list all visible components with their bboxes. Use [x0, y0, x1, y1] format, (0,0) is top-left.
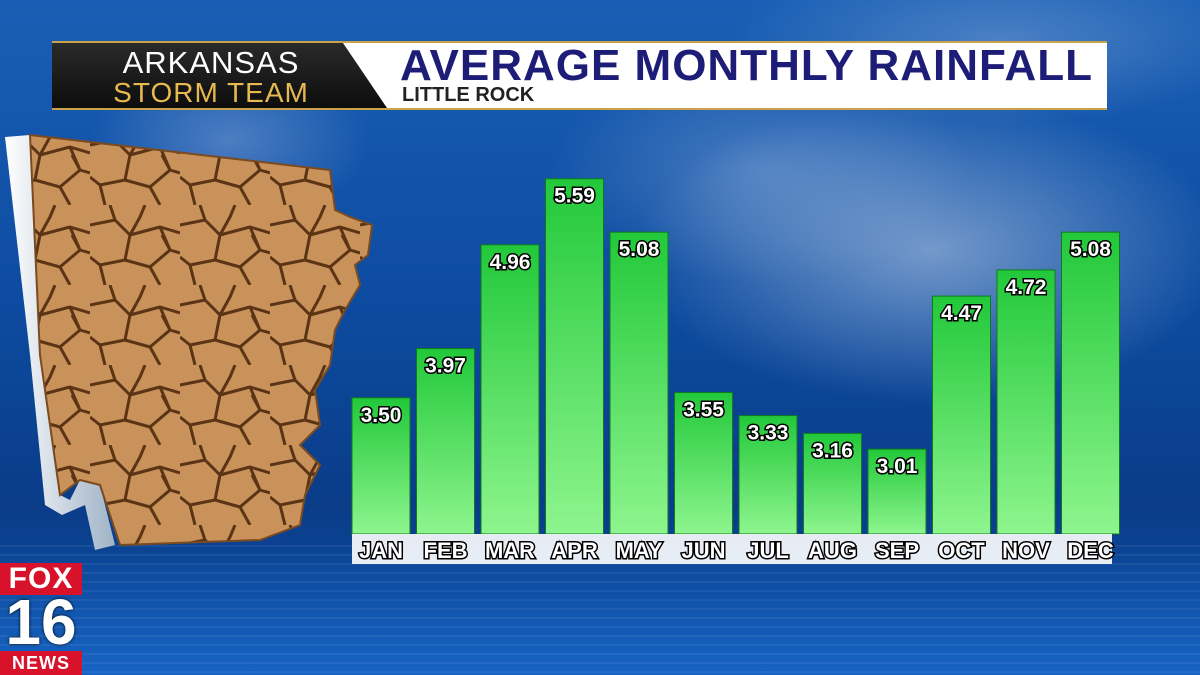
bar-value-label: 3.97: [425, 355, 466, 378]
category-label: MAY: [616, 538, 663, 563]
bar-value-label: 5.08: [619, 238, 660, 261]
bar-jun: [674, 392, 733, 535]
category-label: APR: [551, 538, 598, 563]
station-logo-fox: FOX: [0, 563, 82, 595]
bar-may: [609, 231, 669, 535]
bar-apr: [545, 178, 604, 535]
category-label: AUG: [808, 538, 857, 563]
arkansas-map-shape: [28, 133, 374, 547]
bar-value-label: 5.08: [1070, 238, 1111, 261]
bar-value-label: 5.59: [554, 185, 595, 208]
bar-dec: [1061, 231, 1120, 535]
page-title: AVERAGE MONTHLY RAINFALL: [400, 41, 1094, 90]
category-label: NOV: [1002, 538, 1050, 563]
category-label: JUL: [747, 538, 789, 563]
bar-value-label: 4.47: [941, 302, 982, 325]
category-label: DEC: [1067, 538, 1114, 563]
bar-value-label: 4.96: [490, 251, 531, 274]
bar-sep: [867, 448, 927, 535]
logo-line-storm-team: STORM TEAM: [113, 77, 309, 108]
station-logo-number: 16: [5, 586, 77, 658]
water-reflection: [0, 545, 1200, 675]
category-label: JUN: [681, 538, 725, 563]
logo-line-arkansas: ARKANSAS: [122, 45, 300, 80]
category-label: OCT: [938, 538, 985, 563]
arkansas-dry-cracked-earth-map-icon: [5, 133, 374, 550]
fox16-news-logo: FOX 16 NEWS: [0, 563, 82, 675]
bar-nov: [996, 269, 1056, 535]
bar-value-label: 3.16: [812, 439, 853, 462]
title-banner: ARKANSAS STORM TEAM AVERAGE MONTHLY RAIN…: [52, 41, 1107, 110]
category-label: FEB: [424, 538, 468, 563]
bar-value-label: 3.33: [748, 422, 789, 445]
page-subtitle: LITTLE ROCK: [402, 84, 535, 106]
station-logo-news: NEWS: [0, 651, 82, 675]
bar-oct: [932, 295, 991, 535]
map-extrusion-edge: [5, 135, 115, 550]
category-label: SEP: [875, 538, 919, 563]
category-label: MAR: [485, 538, 535, 563]
bars-group: 3.50 3.97 4.96 5.59 5.08 3.55 3.33 3.16 3.01 4.47…: [351, 178, 1120, 535]
bar-mar: [480, 244, 540, 535]
category-label: JAN: [359, 538, 403, 563]
bar-aug: [803, 432, 862, 535]
bar-value-label: 3.55: [683, 399, 724, 422]
category-labels-group: JAN FEB MAR APR MAY JUN JUL AUG SEP OCT NOV DEC: [357, 537, 1115, 565]
category-axis-strip: [352, 534, 1112, 564]
bar-value-label: 3.50: [361, 404, 402, 427]
bar-value-label: 4.72: [1006, 276, 1047, 299]
bar-jul: [738, 415, 798, 535]
storm-team-logo: [52, 43, 332, 108]
bar-value-label: 3.01: [877, 455, 918, 478]
